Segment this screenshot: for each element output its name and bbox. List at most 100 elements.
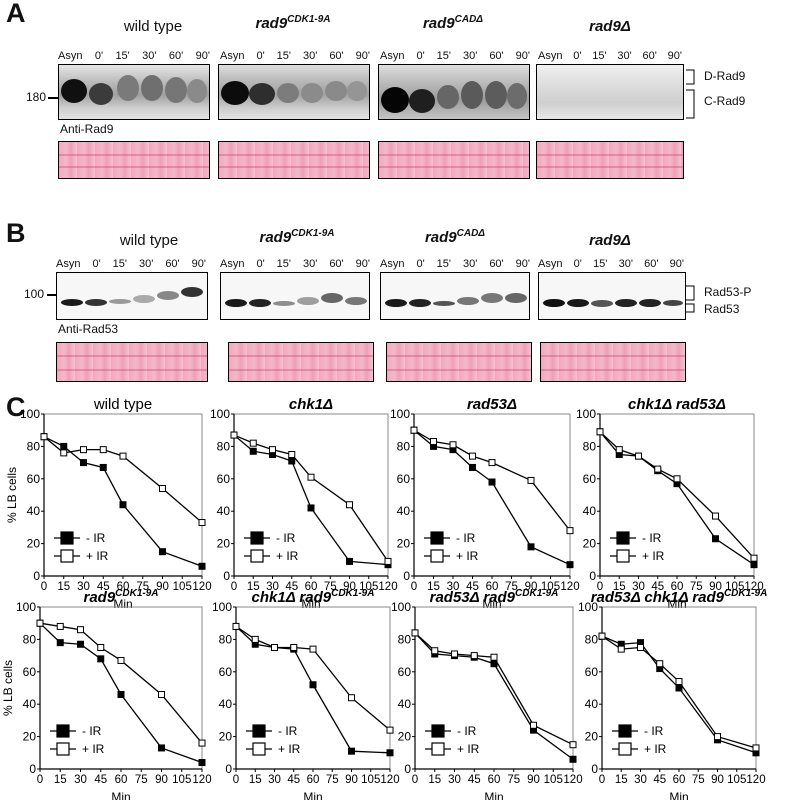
x-tick-label: 30	[266, 581, 279, 593]
band-label-c-rad9: C-Rad9	[704, 94, 746, 108]
mw-tick	[48, 97, 58, 99]
data-point	[99, 446, 107, 454]
y-tick-label: 20	[217, 537, 231, 551]
y-tick-label: 60	[219, 665, 233, 679]
ponceau-stain	[58, 141, 210, 179]
data-point	[269, 446, 276, 454]
data-point	[307, 504, 315, 512]
legend-marker	[431, 742, 445, 756]
y-tick-label: 80	[27, 439, 41, 453]
mw-label: 180	[26, 90, 47, 104]
panel-a-strain-3: rad9CADΔ	[378, 14, 528, 32]
legend-label: - IR	[642, 531, 662, 545]
lane-label: Asyn	[380, 50, 405, 62]
band-bracket-a	[686, 69, 695, 119]
strain-allele: CADΔ	[456, 228, 486, 239]
ponceau-stain	[218, 141, 370, 179]
data-point	[569, 755, 577, 763]
strain-name: wild type	[119, 232, 179, 249]
x-tick-label: 105	[173, 581, 192, 593]
panel-b-strain-2: rad9CDK1-9A	[222, 228, 372, 246]
lane-label: 90'	[667, 50, 682, 62]
western-blot-rad53-cdk1-9a	[220, 272, 370, 320]
chart-title-text: rad53Δ rad9	[430, 589, 516, 606]
y-tick-label: 0	[223, 569, 230, 583]
chart-title-sup: CDK1-9A	[724, 588, 767, 599]
y-tick-label: 60	[217, 472, 231, 486]
chart-title: rad53Δ rad9CDK1-9A	[430, 588, 559, 606]
x-tick-label: 0	[37, 774, 43, 786]
x-tick-label: 45	[94, 774, 107, 786]
data-point	[77, 626, 84, 634]
lane-label: 60'	[165, 258, 180, 270]
data-point	[752, 744, 760, 752]
y-tick-label: 0	[225, 762, 232, 776]
panel-b-lanes-3: Asyn 0' 15' 30' 60' 90'	[380, 258, 530, 270]
data-point	[56, 639, 64, 647]
x-tick-label: 75	[324, 581, 337, 593]
strain-allele: CADΔ	[454, 14, 484, 25]
y-tick-label: 20	[398, 730, 412, 744]
x-tick-label: 30	[632, 581, 645, 593]
x-tick-label: 90	[156, 581, 169, 593]
data-point	[40, 433, 48, 441]
lane-label: 0'	[416, 50, 425, 62]
chart-title: chk1Δ	[289, 396, 333, 413]
lane-label: Asyn	[538, 50, 563, 62]
legend-label: - IR	[86, 531, 106, 545]
x-tick-label: 45	[97, 581, 110, 593]
x-tick-label: 15	[247, 581, 260, 593]
data-point	[348, 694, 355, 702]
x-tick-label: 120	[746, 774, 765, 786]
chart-4: chk1Δ rad53Δ 0 20 40 60 80 100 0 15 30 45 60 75 90 105…	[576, 396, 764, 611]
data-point	[346, 501, 353, 509]
x-tick-label: 30	[268, 774, 281, 786]
data-point	[288, 457, 296, 465]
x-tick-label: 45	[287, 774, 300, 786]
data-point	[159, 548, 166, 556]
series-line-minus-ir	[599, 431, 755, 566]
y-tick-label: 60	[397, 472, 411, 486]
y-tick-label: 100	[212, 600, 232, 614]
y-tick-label: 80	[583, 439, 597, 453]
y-tick-label: 0	[404, 762, 411, 776]
data-point	[348, 747, 355, 755]
y-tick-label: 80	[219, 632, 233, 646]
x-tick-label: 45	[466, 581, 479, 593]
strain-name: rad9Δ	[589, 18, 631, 35]
x-tick-label: 45	[653, 774, 666, 786]
data-point	[288, 451, 296, 458]
lane-label: 0'	[573, 258, 582, 270]
legend-label: - IR	[457, 724, 477, 738]
x-tick-label: 90	[345, 774, 358, 786]
data-point	[386, 726, 394, 734]
legend-marker	[252, 742, 266, 756]
lane-label: 30'	[462, 258, 478, 270]
legend-marker	[430, 531, 444, 545]
x-tick-label: 120	[380, 774, 399, 786]
legend-marker	[618, 742, 632, 756]
lane-label: 15'	[592, 50, 607, 62]
x-tick-label: 90	[711, 774, 724, 786]
x-tick-label: 105	[541, 581, 560, 593]
x-tick-label: 45	[468, 774, 481, 786]
lane-label: 15'	[112, 258, 127, 270]
x-tick-label: 30	[634, 774, 647, 786]
legend-label: - IR	[82, 724, 102, 738]
x-tick-label: 60	[115, 774, 128, 786]
x-tick-label: 90	[709, 581, 722, 593]
lane-label: 30'	[617, 50, 632, 62]
y-tick-label: 100	[578, 600, 598, 614]
data-point	[60, 449, 68, 457]
lane-label: 0'	[416, 258, 425, 270]
panel-b-strain-4: rad9Δ	[540, 232, 680, 249]
legend-marker	[56, 742, 70, 756]
legend-label: + IR	[82, 742, 105, 756]
y-tick-label: 80	[585, 632, 599, 646]
data-point	[527, 476, 535, 484]
western-blot-rad9-delta	[536, 64, 684, 120]
data-point	[251, 635, 259, 643]
series-line-minus-ir	[233, 434, 389, 566]
legend-label: + IR	[644, 742, 667, 756]
data-point	[712, 535, 719, 543]
